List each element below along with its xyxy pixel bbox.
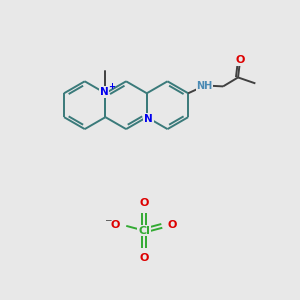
Text: N: N [100, 87, 108, 97]
Text: O: O [167, 220, 176, 230]
Text: +: + [109, 82, 116, 91]
Text: O: O [236, 56, 245, 65]
Text: −: − [104, 215, 112, 224]
Text: O: O [110, 220, 120, 230]
Text: O: O [139, 254, 149, 263]
Text: NH: NH [196, 81, 213, 91]
Text: N: N [144, 114, 153, 124]
Text: Cl: Cl [138, 226, 150, 236]
Text: O: O [139, 198, 149, 208]
